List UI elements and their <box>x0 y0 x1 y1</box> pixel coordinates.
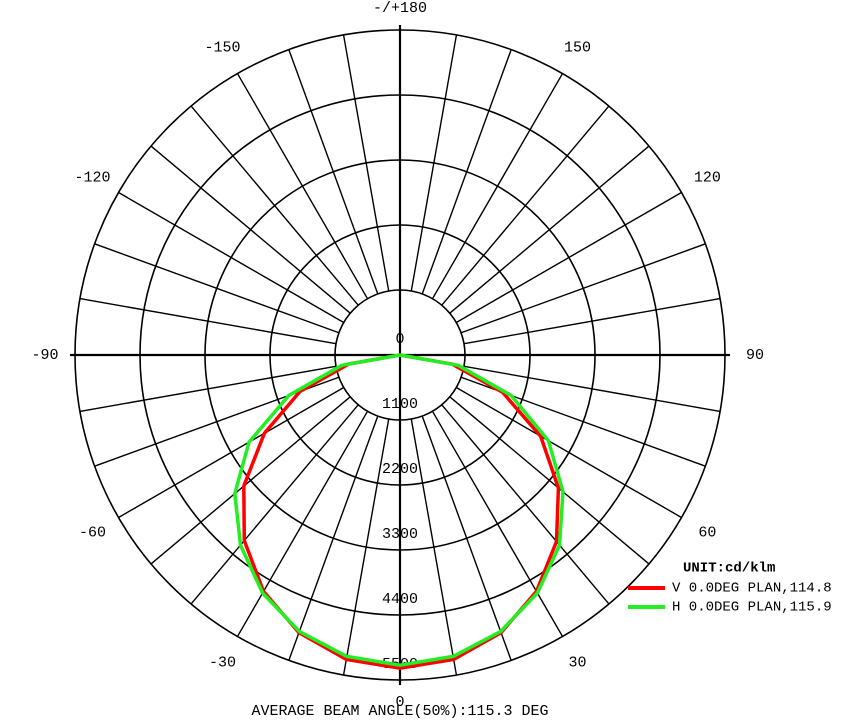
grid-ring <box>269 224 531 486</box>
legend-label: H 0.0DEG PLAN,115.9 <box>672 600 832 616</box>
angle-label: -/+180 <box>373 0 427 17</box>
grid-ring <box>139 94 661 616</box>
angle-label: 150 <box>564 40 591 57</box>
series-line <box>233 353 565 667</box>
grid-ring <box>74 29 726 681</box>
angle-label: -60 <box>79 524 106 541</box>
angle-label: 60 <box>698 524 716 541</box>
legend-label: V 0.0DEG PLAN,114.8 <box>672 581 832 597</box>
radial-tick-label: 2200 <box>382 461 418 478</box>
angle-label: 120 <box>694 169 721 186</box>
chart-title: AVERAGE BEAM ANGLE(50%):115.3 DEG <box>251 703 548 720</box>
radial-tick-label: 4400 <box>382 591 418 608</box>
angle-label: -30 <box>209 654 236 671</box>
angle-label: 30 <box>568 654 586 671</box>
grid-ring <box>334 289 466 421</box>
angle-label: -120 <box>75 169 111 186</box>
angle-label: 90 <box>746 347 764 364</box>
angle-label: -150 <box>204 40 240 57</box>
radial-tick-label: 0 <box>395 331 404 348</box>
series-line <box>242 353 561 670</box>
angle-label: -90 <box>31 347 58 364</box>
angle-label: 0 <box>395 694 404 711</box>
radial-tick-label: 3300 <box>382 526 418 543</box>
grid-ring <box>204 159 596 551</box>
unit-label: UNIT:cd/klm <box>683 561 775 577</box>
radial-tick-label: 1100 <box>382 396 418 413</box>
